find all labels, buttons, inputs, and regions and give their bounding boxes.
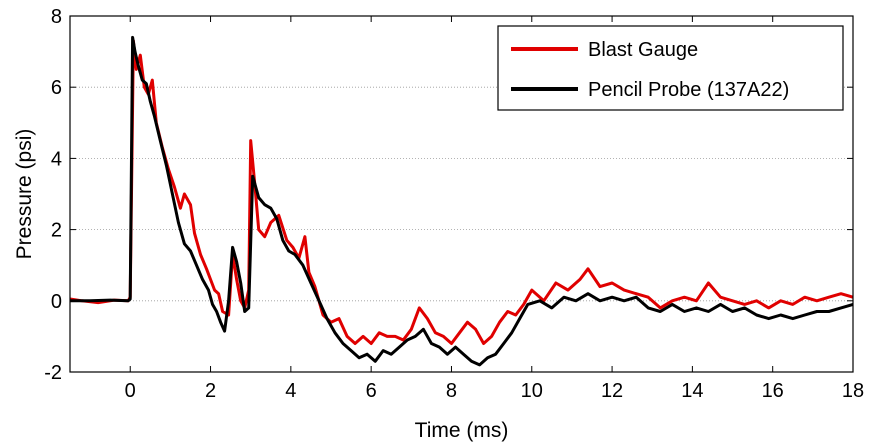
axis-ticks: 0 2 4 6 8 10 12 14 16 18 -2 0 2 4 6 8 <box>44 6 864 402</box>
x-axis-title: Time (ms) <box>415 419 509 442</box>
legend-label-pencil-probe: Pencil Probe (137A22) <box>588 79 789 101</box>
x-tick-label: 10 <box>521 380 543 402</box>
legend: Blast Gauge Pencil Probe (137A22) <box>497 25 844 111</box>
y-tick-label: 0 <box>51 291 62 313</box>
x-tick-label: 14 <box>681 380 703 402</box>
y-tick-label: 4 <box>51 148 62 170</box>
series-line-blast-gauge <box>69 39 854 345</box>
y-tick-label: -2 <box>44 362 62 384</box>
x-tick-label: 6 <box>366 380 377 402</box>
plot-frame <box>69 15 854 373</box>
x-tick-label: 16 <box>762 380 784 402</box>
legend-label-blast-gauge: Blast Gauge <box>588 39 698 61</box>
x-tick-label: 8 <box>446 380 457 402</box>
x-tick-label: 0 <box>125 380 136 402</box>
x-tick-label: 18 <box>842 380 864 402</box>
legend-box <box>497 25 844 111</box>
y-tick-label: 2 <box>51 220 62 242</box>
series-lines <box>69 35 854 367</box>
x-tick-label: 4 <box>285 380 296 402</box>
y-tick-label: 6 <box>51 77 62 99</box>
y-axis-title: Pressure (psi) <box>13 129 36 260</box>
y-tick-label: 8 <box>51 6 62 28</box>
x-tick-label: 2 <box>205 380 216 402</box>
series-line-pencil-probe <box>70 35 854 367</box>
x-tick-label: 12 <box>601 380 623 402</box>
